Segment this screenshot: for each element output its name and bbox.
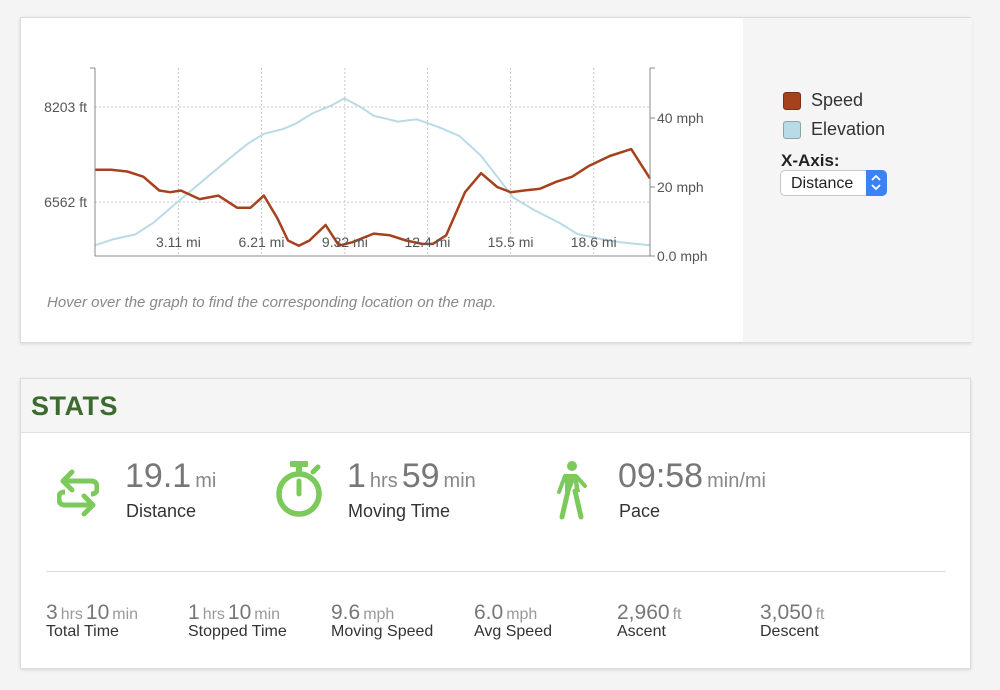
right-y-tick-label: 40 mph: [657, 110, 704, 126]
total-hours-value: 3: [46, 601, 58, 624]
legend-swatch-speed: [783, 91, 801, 110]
avg-speed-value: 6.0: [474, 601, 504, 624]
stat-total-time: 3 hrs 10 min Total Time: [46, 601, 141, 641]
avg-speed-unit: mph: [506, 606, 538, 623]
stopped-time-label: Stopped Time: [188, 623, 287, 640]
chart-hint-text: Hover over the graph to find the corresp…: [47, 294, 497, 311]
x-tick-label: 12.4 mi: [405, 234, 451, 250]
descent-unit: ft: [815, 606, 825, 623]
select-arrows-icon: [866, 170, 887, 196]
hiker-icon: [551, 460, 591, 525]
legend-item-elevation[interactable]: Elevation: [783, 115, 885, 144]
stopped-minutes-unit: min: [254, 606, 281, 623]
x-tick-label: 9.32 mi: [322, 234, 368, 250]
stopped-minutes-value: 10: [227, 601, 252, 624]
left-y-tick-label: 8203 ft: [44, 99, 87, 115]
ascent-unit: ft: [672, 606, 682, 623]
x-tick-label: 6.21 mi: [239, 234, 285, 250]
stat-avg-speed: 6.0 mph Avg Speed: [474, 601, 552, 641]
ascent-value: 2,960: [617, 601, 670, 624]
moving-minutes-unit: min: [443, 470, 476, 492]
x-tick-label: 18.6 mi: [571, 234, 617, 250]
moving-speed-value: 9.6: [331, 601, 361, 624]
stat-moving-speed: 9.6 mph Moving Speed: [331, 601, 433, 641]
pace-value: 09:58: [618, 457, 704, 495]
moving-speed-unit: mph: [363, 606, 395, 623]
chart-legend: Speed Elevation: [783, 86, 885, 144]
distance-label: Distance: [126, 501, 197, 521]
moving-hours-unit: hrs: [369, 470, 398, 492]
legend-label-speed: Speed: [811, 90, 864, 110]
stopped-hours-unit: hrs: [202, 606, 225, 623]
chart-grid: [95, 68, 650, 256]
pace-unit: min/mi: [707, 470, 766, 492]
ascent-label: Ascent: [617, 623, 666, 640]
x-axis-select[interactable]: Distance: [780, 170, 887, 196]
chart-card: 3.11 mi 6.21 mi 9.32 mi 12.4 mi 15.5 mi 18.6 …: [20, 17, 972, 343]
legend-item-speed[interactable]: Speed: [783, 86, 885, 115]
left-y-tick-label: 6562 ft: [44, 194, 87, 210]
stat-stopped-time: 1 hrs 10 min Stopped Time: [188, 601, 287, 641]
stat-ascent: 2,960 ft Ascent: [617, 601, 684, 641]
distance-value: 19.1: [125, 457, 192, 495]
x-axis-select-label: X-Axis:: [781, 151, 840, 170]
total-hours-unit: hrs: [60, 606, 83, 623]
legend-swatch-elevation: [783, 120, 801, 139]
distance-unit: mi: [195, 470, 217, 492]
total-time-label: Total Time: [46, 623, 119, 640]
legend-label-elevation: Elevation: [811, 119, 886, 139]
x-tick-label: 15.5 mi: [488, 234, 534, 250]
moving-minutes-value: 59: [401, 457, 440, 495]
moving-speed-label: Moving Speed: [331, 623, 434, 640]
stats-header: STATS: [21, 379, 970, 433]
right-y-tick-label: 0.0 mph: [657, 248, 708, 264]
stats-card: STATS 19.1 mi Distance: [20, 378, 971, 669]
stats-title: STATS: [31, 391, 118, 421]
stat-descent: 3,050 ft Descent: [760, 601, 827, 641]
descent-label: Descent: [760, 623, 819, 640]
total-minutes-value: 10: [85, 601, 110, 624]
descent-value: 3,050: [760, 601, 813, 624]
x-tick-label: 3.11 mi: [156, 234, 201, 250]
stats-divider: [46, 571, 946, 572]
moving-hours-value: 1: [347, 457, 366, 495]
swap-arrows-icon: [56, 467, 100, 524]
right-y-tick-label: 20 mph: [657, 179, 704, 195]
stopped-hours-value: 1: [188, 601, 200, 624]
moving-time-label: Moving Time: [348, 501, 451, 521]
total-minutes-unit: min: [112, 606, 139, 623]
speed-series-line: [95, 147, 652, 247]
x-axis-select-value: Distance: [791, 175, 854, 192]
elevation-series-line: [94, 97, 651, 247]
avg-speed-label: Avg Speed: [474, 623, 552, 640]
elevation-speed-chart[interactable]: 3.11 mi 6.21 mi 9.32 mi 12.4 mi 15.5 mi 18.6 …: [21, 18, 743, 318]
stopwatch-icon: [273, 459, 325, 524]
chart-axes: [90, 67, 655, 257]
pace-label: Pace: [619, 501, 661, 521]
